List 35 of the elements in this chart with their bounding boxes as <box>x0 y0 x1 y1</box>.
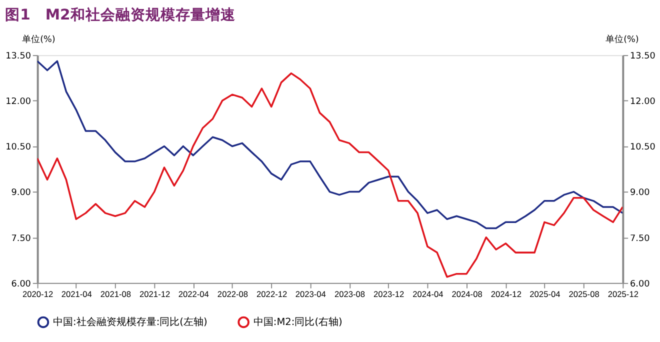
x-tick-label: 2023-12 <box>374 289 404 300</box>
x-tick-label: 2022-12 <box>256 289 288 300</box>
y2-tick-label: 9.00 <box>630 188 650 198</box>
line-series <box>37 60 623 230</box>
y-tick-label: 13.50 <box>6 52 32 62</box>
y-tick-label: 6.00 <box>11 279 32 290</box>
x-tick-label: 2020-12 <box>22 289 54 300</box>
x-tick-label: 2021-12 <box>140 289 170 300</box>
y2-tick-label: 13.50 <box>630 52 656 62</box>
line-series <box>37 72 623 278</box>
x-tick-label: 2022-04 <box>178 289 210 300</box>
y-tick-label: 7.50 <box>11 234 32 244</box>
x-tick-label: 2023-04 <box>295 289 326 300</box>
x-tick-label: 2025-08 <box>568 289 600 300</box>
x-tick-label: 2021-08 <box>100 289 132 300</box>
x-tick-label: 2023-08 <box>334 289 366 300</box>
y2-tick-label: 7.50 <box>630 234 650 244</box>
y-tick-label: 12.00 <box>6 97 32 108</box>
y2-axis-title: 单位(%) <box>606 34 639 45</box>
chart-title: 图1 M2和社会融资规模存量增速 <box>5 6 236 24</box>
legend-label: 中国:M2:同比(右轴) <box>253 316 342 328</box>
y2-tick-label: 10.50 <box>630 142 656 153</box>
y2-tick-label: 12.00 <box>630 97 656 108</box>
x-tick-label: 2022-08 <box>217 289 248 300</box>
y-tick-label: 10.50 <box>6 142 32 153</box>
x-tick-label: 2021-04 <box>61 289 92 300</box>
y-tick-label: 9.00 <box>11 188 32 198</box>
y2-tick-label: 6.00 <box>630 279 650 290</box>
x-tick-label: 2024-08 <box>452 289 483 300</box>
x-tick-label: 2025-12 <box>608 289 639 300</box>
y-axis-title: 单位(%) <box>22 34 56 45</box>
x-tick-label: 2024-12 <box>490 289 522 300</box>
legend-label: 中国:社会融资规模存量:同比(左轴) <box>53 316 208 328</box>
x-tick-label: 2025-04 <box>530 289 561 300</box>
x-tick-label: 2024-04 <box>412 289 444 300</box>
